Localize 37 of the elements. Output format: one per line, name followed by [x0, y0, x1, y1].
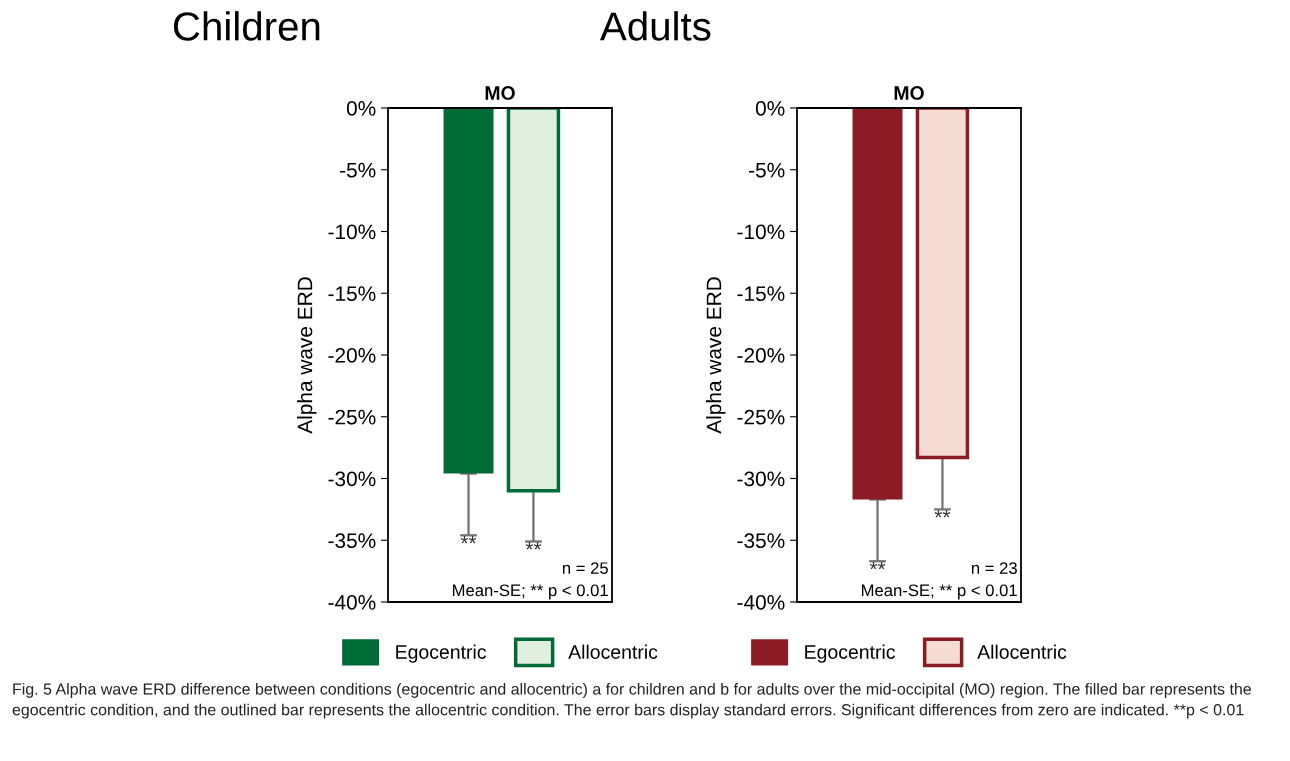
y-tick-label: -40%	[737, 595, 785, 610]
y-tick-label: -35%	[737, 533, 785, 548]
caption: Fig. 5 Alpha wave ERD difference between conditions (egocentric and allocentric) a for children and b for adults over the mid-occipital (MO) region. The filled bar represents the egocentric condition, and the outlined bar represents the allocentric condition. The error bars display standard errors. Significant differences from zero are indicated. **p < 0.01	[12, 683, 1251, 719]
annotation: Mean-SE; ** p < 0.01	[861, 584, 1017, 600]
y-axis-title: Alpha wave ERD	[706, 277, 726, 434]
data-label: **	[934, 510, 951, 518]
y-tick-label: -15%	[737, 286, 785, 301]
legend-label: Allocentric	[977, 644, 1067, 659]
y-tick-label: -20%	[737, 348, 785, 363]
data-label: **	[869, 562, 886, 570]
y-tick-label: 0%	[755, 101, 785, 116]
y-tick-label: -25%	[328, 409, 376, 425]
chart-title: Children	[173, 11, 320, 41]
y-axis-title: Alpha wave ERD	[297, 277, 317, 434]
y-tick-label: -5%	[749, 162, 785, 178]
y-tick-label: -30%	[737, 471, 785, 487]
y-tick-label: -10%	[737, 224, 785, 240]
y-tick-label: -25%	[737, 409, 785, 425]
y-tick-label: -10%	[328, 224, 376, 240]
legend-label: Egocentric	[396, 644, 486, 663]
y-tick-label: -20%	[328, 348, 376, 363]
chart-title: Adults	[599, 11, 711, 41]
y-tick-label: -30%	[328, 471, 376, 487]
data-label: **	[525, 542, 542, 550]
data-label: **	[460, 536, 477, 544]
y-tick-label: -15%	[328, 286, 376, 301]
y-tick-label: -5%	[340, 162, 376, 178]
legend-label: Allocentric	[568, 644, 658, 659]
legend-label: Egocentric	[805, 644, 895, 663]
annotation: n = 25	[562, 562, 608, 575]
chart-subtitle: MO	[894, 86, 924, 100]
y-tick-label: -35%	[328, 533, 376, 548]
y-tick-label: 0%	[346, 101, 376, 116]
y-tick-label: -40%	[328, 595, 376, 610]
chart-subtitle: MO	[485, 86, 515, 100]
annotation: Mean-SE; ** p < 0.01	[452, 584, 608, 600]
annotation: n = 23	[971, 562, 1017, 575]
